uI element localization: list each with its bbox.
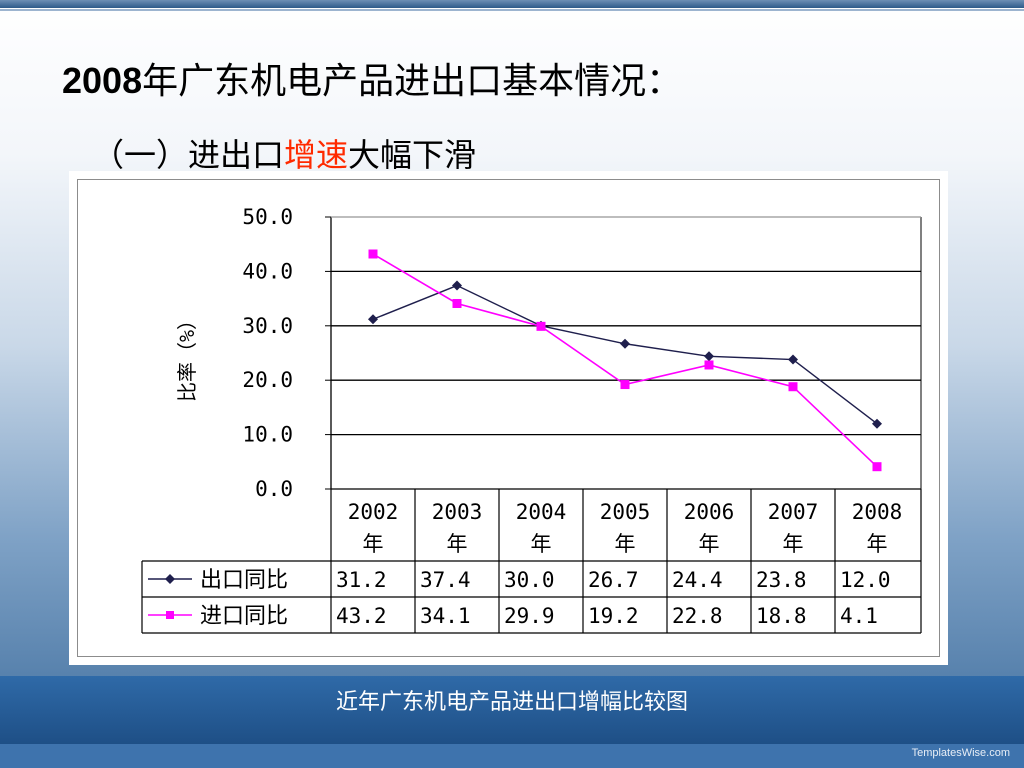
- data-table-cell: 19.2: [588, 604, 639, 628]
- legend-marker: [166, 611, 174, 619]
- x-tick-label-unit: 年: [783, 532, 804, 556]
- legend-label: 进口同比: [200, 604, 288, 629]
- chart-caption: 近年广东机电产品进出口增幅比较图: [335, 690, 688, 715]
- data-table-cell: 18.8: [756, 604, 807, 628]
- x-tick-label-unit: 年: [699, 532, 720, 556]
- y-tick-label: 20.0: [242, 368, 293, 392]
- title-year: 2008: [62, 60, 143, 101]
- subtitle-prefix: （一）进出口: [92, 136, 285, 174]
- data-point: [704, 360, 714, 370]
- slide-subtitle: （一）进出口增速大幅下滑: [92, 130, 476, 176]
- line-chart: 50.0 40.0 30.0 20.0 10.0 0.0 比率（%） 2002 年 2003 年…: [141, 205, 922, 634]
- data-point: [788, 354, 798, 365]
- data-point: [452, 298, 462, 308]
- y-tick-label: 40.0: [242, 259, 293, 283]
- subtitle-suffix: 大幅下滑: [348, 136, 477, 174]
- x-tick-label: 2006: [684, 500, 735, 524]
- x-tick-label-unit: 年: [615, 532, 636, 556]
- data-point: [368, 314, 378, 325]
- slide-title: 2008年广东机电产品进出口基本情况：: [62, 52, 682, 104]
- data-table-cell: 4.1: [840, 604, 878, 628]
- data-table-cell: 12.0: [840, 568, 891, 592]
- y-tick-label: 50.0: [242, 205, 293, 229]
- data-table-cell: 26.7: [588, 568, 639, 592]
- data-table-cell: 24.4: [672, 568, 723, 592]
- y-tick-label: 10.0: [242, 423, 293, 447]
- top-band: [0, 0, 1024, 8]
- x-tick-label: 2007: [768, 500, 819, 524]
- title-text: 年广东机电产品进出口基本情况：: [142, 61, 683, 102]
- data-point: [368, 249, 378, 259]
- data-point: [620, 380, 630, 390]
- subtitle-highlight: 增速: [284, 136, 349, 174]
- brand-watermark: TemplatesWise.com: [911, 747, 1010, 759]
- data-point: [872, 418, 882, 429]
- data-point: [704, 351, 714, 362]
- chart-frame: [77, 179, 940, 657]
- data-table-cell: 30.0: [504, 568, 555, 592]
- footer-band: [0, 676, 1024, 744]
- x-tick-label-unit: 年: [531, 532, 552, 556]
- y-tick-label: 0.0: [255, 477, 293, 501]
- legend-marker: [165, 574, 175, 584]
- data-point: [452, 280, 462, 291]
- x-tick-label-unit: 年: [363, 532, 384, 556]
- data-table-cell: 34.1: [420, 604, 471, 628]
- x-tick-label: 2008: [852, 500, 903, 524]
- y-tick-label: 30.0: [242, 314, 293, 338]
- data-table-cell: 23.8: [756, 568, 807, 592]
- y-axis-label: 比率（%）: [175, 310, 199, 402]
- data-table-cell: 31.2: [336, 568, 387, 592]
- x-tick-label: 2005: [600, 500, 651, 524]
- x-tick-label-unit: 年: [867, 532, 888, 556]
- footer-wedge: [0, 744, 1024, 768]
- data-table-cell: 43.2: [336, 604, 387, 628]
- data-point: [872, 462, 882, 472]
- data-table-cell: 37.4: [420, 568, 471, 592]
- x-tick-label-unit: 年: [447, 532, 468, 556]
- x-tick-label: 2004: [516, 500, 567, 524]
- chart-panel: 50.0 40.0 30.0 20.0 10.0 0.0 比率（%） 2002 年 2003 年…: [69, 171, 948, 665]
- data-table-cell: 22.8: [672, 604, 723, 628]
- data-point: [536, 321, 546, 331]
- x-tick-label: 2002: [348, 500, 399, 524]
- data-point: [620, 338, 630, 349]
- legend-label: 出口同比: [200, 568, 288, 593]
- top-divider: [0, 9, 1024, 11]
- data-point: [788, 382, 798, 392]
- data-table-cell: 29.9: [504, 604, 555, 628]
- x-tick-label: 2003: [432, 500, 483, 524]
- series-line: [372, 284, 878, 425]
